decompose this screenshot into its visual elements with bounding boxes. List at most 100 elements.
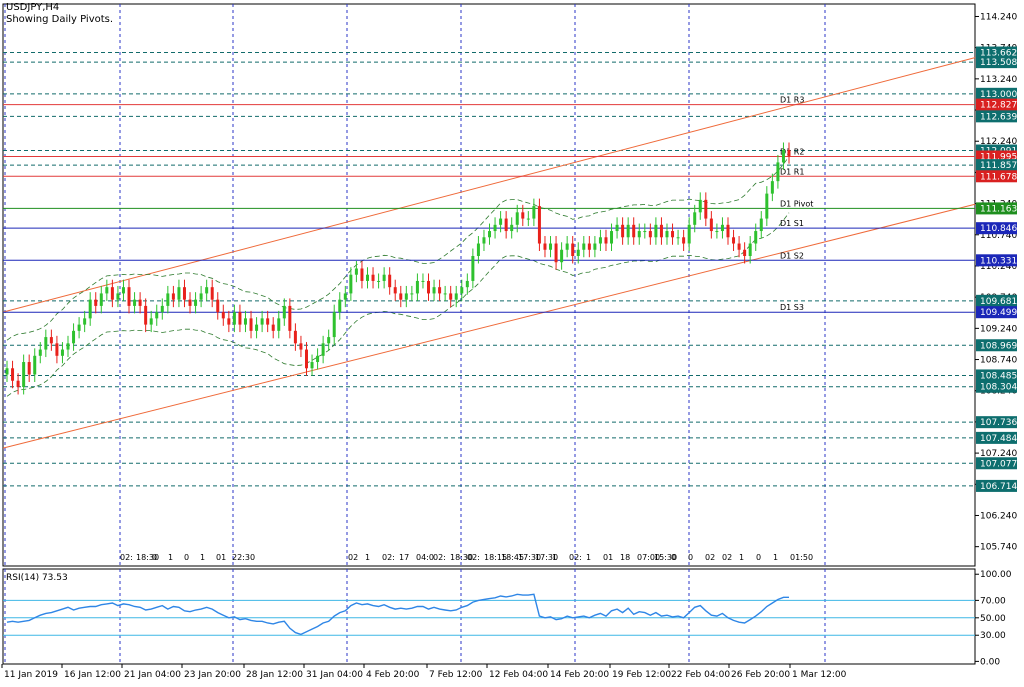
candle-body [726, 224, 730, 238]
candle-body [55, 343, 59, 356]
candle-body [260, 318, 264, 325]
candle-body [427, 280, 431, 294]
candle-body [488, 231, 492, 238]
candle-body [781, 149, 785, 163]
candle-body [537, 206, 541, 244]
session-marker: 1 [586, 553, 591, 562]
candle-body [565, 243, 569, 250]
x-tick-label: 23 Jan 20:00 [184, 670, 241, 680]
pivot-label: D1 Pivot [780, 199, 813, 208]
session-marker: 17:30 [535, 553, 558, 562]
candle-body [521, 212, 525, 219]
candle-body [582, 243, 586, 250]
candle-body [99, 293, 103, 306]
candle-body [571, 243, 575, 256]
candle-body [682, 237, 686, 244]
candle-body [482, 237, 486, 244]
x-tick-label: 26 Feb 20:00 [731, 670, 790, 680]
candle-body [748, 243, 752, 256]
candle-body [160, 305, 164, 313]
x-tick-label: 11 Jan 2019 [4, 670, 58, 680]
candle-body [737, 243, 741, 250]
candle-body [121, 287, 125, 294]
price-label-text: 107.077 [980, 459, 1017, 469]
session-marker: 0 [688, 553, 693, 562]
candle-body [343, 293, 347, 300]
candle-body [255, 324, 259, 331]
candle-body [410, 293, 414, 295]
candle-body [715, 231, 719, 233]
session-marker: 02 [722, 553, 732, 562]
candle-body [765, 193, 769, 219]
candle-body [360, 268, 364, 281]
candle-body [743, 249, 747, 256]
candle-body [293, 330, 297, 344]
candle-body [5, 368, 9, 375]
session-marker: 02 [348, 553, 358, 562]
candle-body [443, 293, 447, 295]
session-marker: 0 [756, 553, 761, 562]
x-tick-label: 1 Mar 12:00 [792, 670, 847, 680]
candle-body [105, 287, 109, 294]
x-tick-label: 4 Feb 20:00 [366, 670, 420, 680]
price-label-box [976, 170, 1017, 183]
candle-body [88, 299, 92, 319]
price-label-text: 111.163 [980, 204, 1017, 214]
candle-body [465, 280, 469, 288]
candle-body [598, 237, 602, 244]
candle-body [471, 255, 475, 281]
candle-body [454, 293, 458, 300]
pivot-label: D1 R2 [780, 148, 804, 157]
price-label-box [976, 369, 1017, 382]
candle-body [493, 224, 497, 232]
price-label-box [976, 306, 1017, 319]
candle-body [16, 380, 20, 387]
y-tick-label: 105.740 [980, 543, 1017, 553]
candle-body [38, 349, 42, 356]
candle-body [116, 293, 120, 300]
pivot-label: D1 S3 [780, 303, 804, 312]
candle-body [438, 287, 442, 294]
candle-body [593, 243, 597, 250]
candle-body [94, 299, 98, 306]
candle-body [249, 318, 253, 331]
candle-body [349, 274, 353, 294]
candle-body [637, 231, 641, 238]
session-marker: 18:15 [484, 553, 507, 562]
price-label-box [976, 159, 1017, 172]
symbol-title: USDJPY,H4 [6, 2, 60, 13]
candle-body [560, 249, 564, 263]
price-label-text: 108.485 [980, 371, 1017, 381]
session-marker: 1 [168, 553, 173, 562]
price-label-text: 108.969 [980, 341, 1017, 351]
pivot-label: D1 S1 [780, 219, 804, 228]
candle-body [22, 362, 26, 387]
rsi-tick-label: 50.00 [980, 614, 1006, 624]
x-tick-label: 21 Jan 04:00 [124, 670, 181, 680]
session-marker: 1 [552, 553, 557, 562]
candle-body [759, 218, 763, 232]
x-tick-label: 22 Feb 04:00 [671, 670, 730, 680]
candle-body [288, 305, 292, 331]
candle-body [549, 243, 553, 250]
candle-body [610, 231, 614, 244]
session-marker: 01 [603, 553, 613, 562]
candle-body [144, 305, 148, 325]
session-marker: 15:30 [654, 553, 677, 562]
channel-trendline [2, 203, 976, 449]
price-label-text: 108.304 [980, 383, 1017, 393]
candle-body [133, 299, 137, 306]
x-tick-label: 19 Feb 12:00 [612, 670, 671, 680]
price-label-text: 112.827 [980, 101, 1017, 111]
candle-body [393, 287, 397, 294]
session-marker: 1 [200, 553, 205, 562]
rsi-title: RSI(14) 73.53 [6, 573, 68, 583]
candle-body [232, 312, 236, 325]
price-label-box [976, 202, 1017, 215]
session-marker: 02: [569, 553, 582, 562]
candle-body [676, 237, 680, 239]
x-tick-label: 12 Feb 04:00 [489, 670, 548, 680]
candle-body [659, 224, 663, 238]
y-tick-label: 114.240 [980, 12, 1017, 22]
